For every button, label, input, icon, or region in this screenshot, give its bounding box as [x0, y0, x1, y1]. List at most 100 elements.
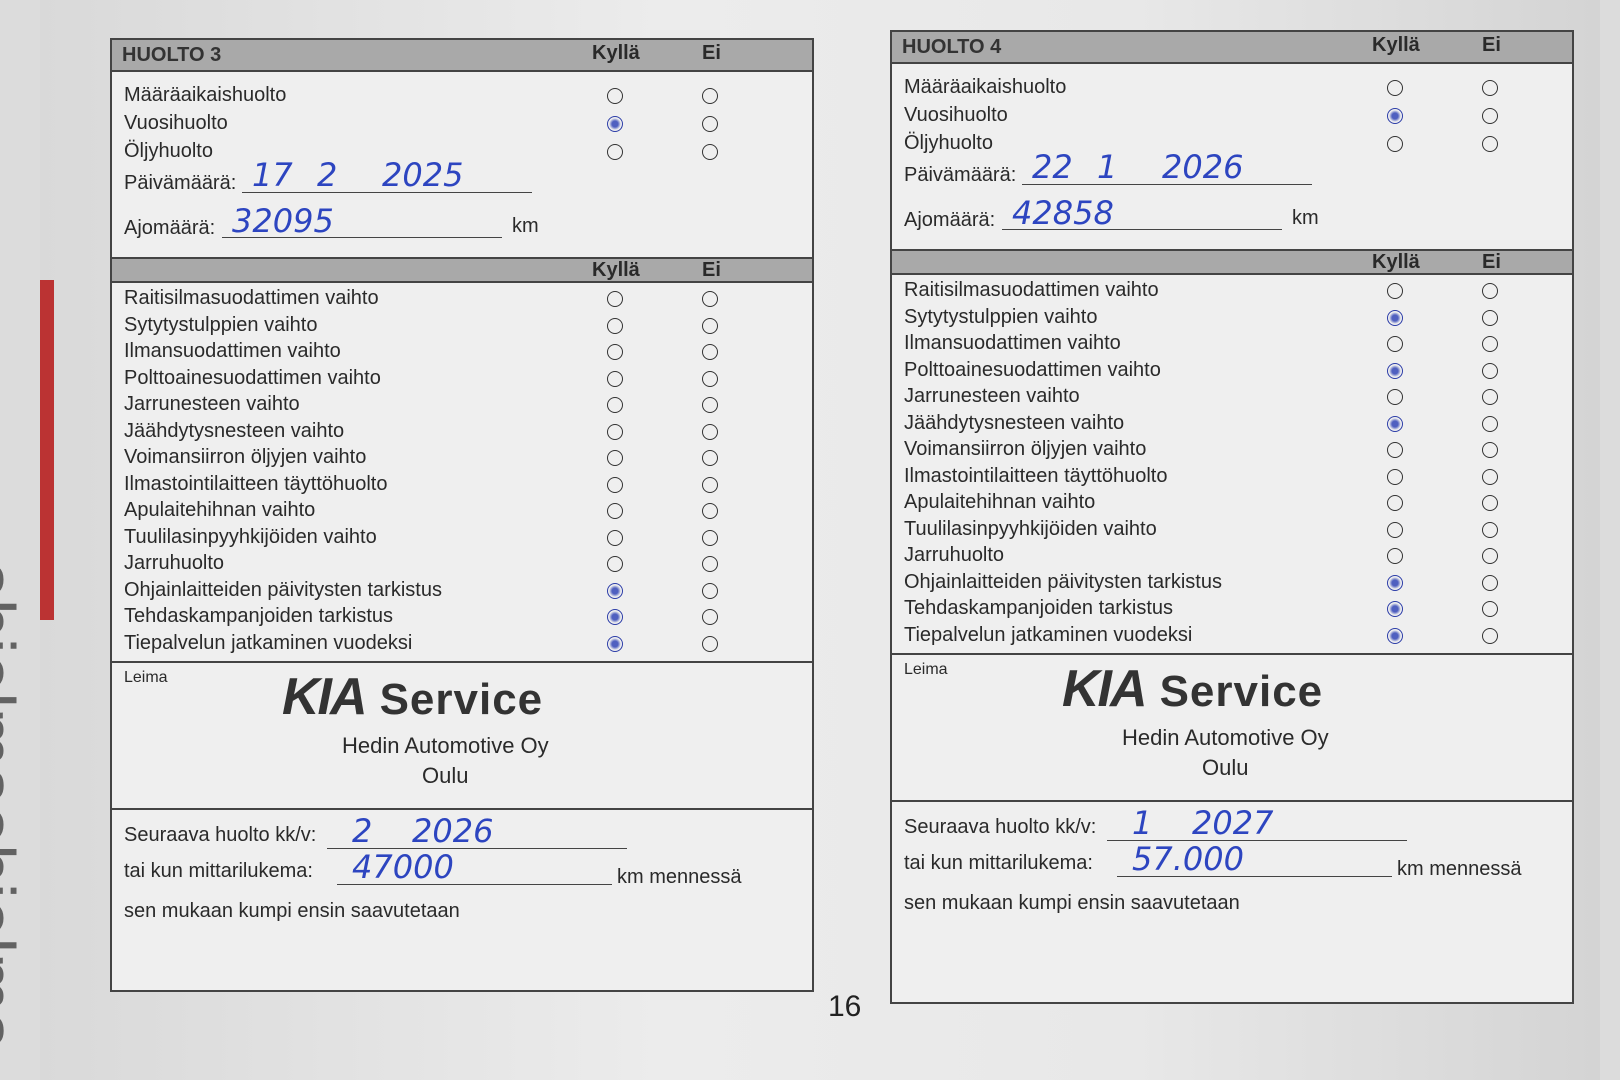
no-radio[interactable]: [702, 370, 718, 387]
no-radio[interactable]: [702, 556, 718, 572]
item-label: Tiepalvelun jatkaminen vuodeksi: [124, 631, 413, 654]
yes-radio[interactable]: [1387, 108, 1403, 124]
no-radio[interactable]: [1482, 521, 1498, 538]
no-radio[interactable]: [702, 344, 718, 360]
date-year: 2025: [382, 156, 464, 194]
no-radio[interactable]: [1482, 627, 1498, 644]
date-label: Päivämäärä:: [904, 164, 1017, 186]
no-header: Ei: [702, 259, 721, 281]
no-header: Ei: [702, 42, 721, 64]
item-label: Polttoainesuodattimen vaihto: [904, 358, 1161, 381]
date-month: 2: [317, 156, 338, 194]
no-radio[interactable]: [1482, 548, 1498, 564]
yes-radio[interactable]: [607, 344, 623, 360]
item-label: Jarruhuolto: [904, 544, 1005, 566]
yes-radio[interactable]: [607, 144, 623, 160]
no-radio[interactable]: [1482, 336, 1498, 352]
yes-radio[interactable]: [1387, 574, 1403, 591]
items-section: Raitisilmasuodattimen vaihto Sytytystulpp…: [892, 275, 1572, 655]
yes-radio[interactable]: [1387, 548, 1403, 564]
item-label: Ilmansuodattimen vaihto: [124, 340, 341, 362]
yes-radio[interactable]: [1387, 442, 1403, 458]
yes-radio[interactable]: [607, 635, 623, 652]
yes-radio[interactable]: [607, 317, 623, 334]
yes-radio[interactable]: [1387, 136, 1403, 152]
yes-radio[interactable]: [1387, 336, 1403, 352]
yes-header: Kyllä: [1372, 251, 1420, 273]
yes-radio[interactable]: [607, 291, 623, 307]
no-radio[interactable]: [1482, 309, 1498, 326]
next-month: 1: [1132, 804, 1153, 842]
no-radio[interactable]: [1482, 574, 1498, 591]
no-header: Ei: [1482, 251, 1501, 273]
item-label: Ilmansuodattimen vaihto: [904, 332, 1121, 354]
item-label: Polttoainesuodattimen vaihto: [124, 366, 381, 389]
yes-radio[interactable]: [607, 423, 623, 440]
no-radio[interactable]: [1482, 389, 1498, 405]
no-radio[interactable]: [702, 450, 718, 466]
no-radio[interactable]: [1482, 601, 1498, 617]
yes-radio[interactable]: [607, 503, 623, 519]
item-label: Jarruhuolto: [124, 552, 225, 574]
kia-service-logo: KIA Service: [1062, 659, 1323, 719]
no-radio[interactable]: [1482, 108, 1498, 124]
yes-radio[interactable]: [1387, 468, 1403, 485]
yes-radio[interactable]: [1387, 415, 1403, 432]
item-label: Ilmastointilaitteen täyttöhuolto: [124, 472, 388, 495]
no-radio[interactable]: [702, 503, 718, 519]
no-radio[interactable]: [702, 609, 718, 625]
no-radio[interactable]: [702, 397, 718, 413]
yes-radio[interactable]: [1387, 601, 1403, 617]
dealer-name: Hedin Automotive Oy: [342, 733, 549, 758]
yes-radio[interactable]: [607, 116, 623, 132]
service-type-label: Öljyhuolto: [124, 140, 213, 162]
yes-radio[interactable]: [607, 529, 623, 546]
no-radio[interactable]: [1482, 468, 1498, 485]
odometer-line: [222, 237, 502, 238]
no-radio[interactable]: [702, 476, 718, 493]
next-month: 2: [352, 812, 373, 850]
no-radio[interactable]: [702, 423, 718, 440]
no-radio[interactable]: [702, 529, 718, 546]
yes-radio[interactable]: [607, 370, 623, 387]
yes-radio[interactable]: [607, 476, 623, 493]
date-day: 22: [1032, 148, 1073, 186]
no-radio[interactable]: [702, 88, 718, 104]
no-radio[interactable]: [1482, 136, 1498, 152]
no-radio[interactable]: [1482, 283, 1498, 299]
no-radio[interactable]: [1482, 495, 1498, 511]
odometer-limit-line: [1117, 876, 1392, 877]
yes-radio[interactable]: [607, 88, 623, 104]
no-radio[interactable]: [1482, 442, 1498, 458]
no-radio[interactable]: [702, 116, 718, 132]
yes-radio[interactable]: [607, 556, 623, 572]
yes-radio[interactable]: [607, 609, 623, 625]
no-radio[interactable]: [702, 144, 718, 160]
no-radio[interactable]: [702, 635, 718, 652]
yes-radio[interactable]: [1387, 283, 1403, 299]
odometer-limit-label: tai kun mittarilukema:: [124, 860, 313, 882]
yes-radio[interactable]: [1387, 309, 1403, 326]
no-radio[interactable]: [702, 291, 718, 307]
stamp-section: Leima KIA Service Hedin Automotive Oy Oul…: [892, 655, 1572, 802]
no-radio[interactable]: [1482, 362, 1498, 379]
yes-radio[interactable]: [607, 397, 623, 413]
no-radio[interactable]: [1482, 415, 1498, 432]
yes-radio[interactable]: [1387, 495, 1403, 511]
yes-radio[interactable]: [607, 450, 623, 466]
no-radio[interactable]: [702, 317, 718, 334]
yes-radio[interactable]: [1387, 389, 1403, 405]
yes-radio[interactable]: [1387, 521, 1403, 538]
next-service-line: [1107, 840, 1407, 841]
service-text: Service: [1159, 667, 1324, 716]
yes-radio[interactable]: [1387, 362, 1403, 379]
item-label: Tiepalvelun jatkaminen vuodeksi: [904, 623, 1193, 646]
items-header: Kyllä Ei: [112, 259, 812, 283]
dealer-city: Oulu: [1202, 755, 1249, 780]
no-radio[interactable]: [702, 582, 718, 599]
yes-radio[interactable]: [1387, 80, 1403, 96]
yes-radio[interactable]: [607, 582, 623, 599]
yes-radio[interactable]: [1387, 627, 1403, 644]
no-radio[interactable]: [1482, 80, 1498, 96]
form-title: HUOLTO 3: [122, 44, 222, 66]
